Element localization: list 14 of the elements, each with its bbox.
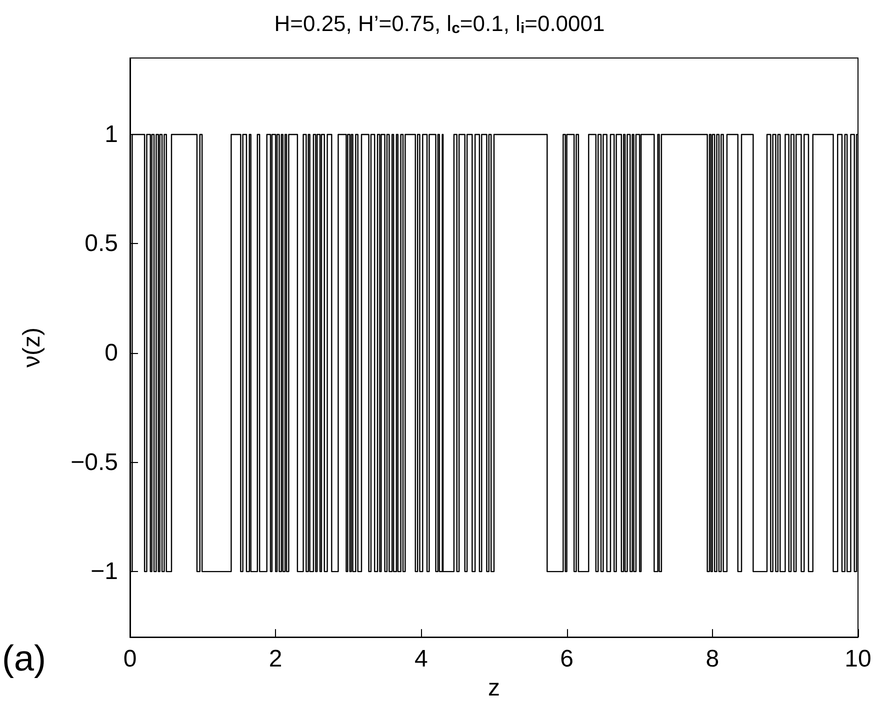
x-tick-label: 10 xyxy=(844,646,872,673)
text: (a) xyxy=(2,638,46,678)
x-tick-label: 8 xyxy=(706,646,720,673)
x-tick-label: 0 xyxy=(123,646,137,673)
y-tick-label: 0 xyxy=(104,340,118,367)
y-tick-label: 0.5 xyxy=(84,230,118,258)
x-tick-label: 4 xyxy=(414,646,428,673)
y-tick-label: −0.5 xyxy=(70,448,118,476)
y-tick-label: −1 xyxy=(90,558,118,586)
x-tick-label: 6 xyxy=(560,646,574,673)
y-tick-label: 1 xyxy=(104,120,118,148)
x-tick-label: 2 xyxy=(268,646,282,673)
x-axis-title: z xyxy=(488,674,500,702)
y-axis-title: ν(z) xyxy=(18,328,46,368)
